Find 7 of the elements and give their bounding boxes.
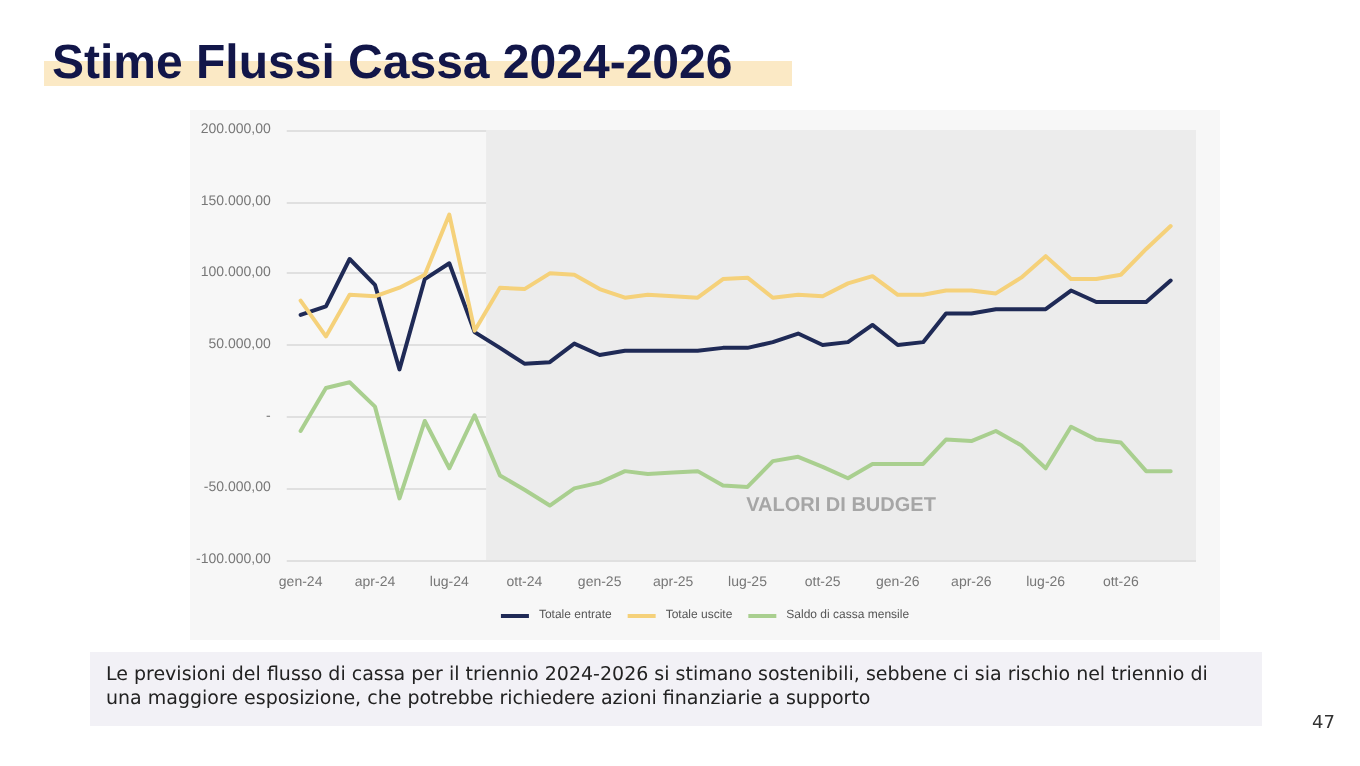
text: Le previsioni del flusso di cassa per il triennio 2024-2026 si stimano sostenibili, sebbene ci sia rischio nel triennio di una maggiore esposizione, che potrebbe richiedere azioni finanziarie a supporto <box>90 652 1262 726</box>
line-series <box>298 212 1173 339</box>
text: 47 <box>1312 714 1335 734</box>
line-series <box>298 380 1173 508</box>
chart-title: Stime Flussi Cassa 2024-2026 <box>44 36 793 92</box>
line-series <box>298 257 1173 372</box>
band-label: VALORI DI BUDGET <box>746 495 936 517</box>
